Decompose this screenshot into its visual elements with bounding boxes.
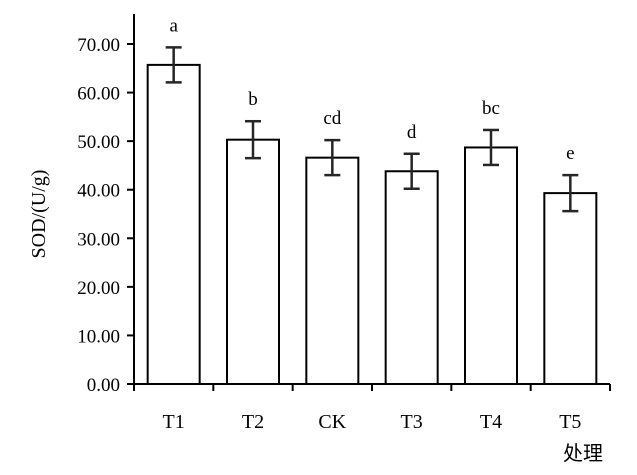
y-tick-label: 60.00 <box>77 84 120 105</box>
significance-label: d <box>407 122 417 143</box>
y-tick-label: 10.00 <box>77 326 120 347</box>
bar <box>226 138 280 385</box>
significance-label: bc <box>482 98 500 119</box>
x-axis-title: 处理 <box>563 442 603 465</box>
x-tick-label: T5 <box>559 411 581 433</box>
bars <box>146 63 598 385</box>
x-tick-label: T3 <box>401 411 423 433</box>
x-tick-label: T4 <box>480 411 502 433</box>
significance-label: a <box>169 15 178 36</box>
significance-label: cd <box>323 108 341 129</box>
y-tick-label: 70.00 <box>77 35 120 56</box>
y-tick-label: 0.00 <box>87 375 120 396</box>
significance-label: b <box>248 89 258 110</box>
y-axis-title: SOD/(U/g) <box>28 170 50 259</box>
y-tick-label: 50.00 <box>77 132 120 153</box>
bar <box>384 170 439 385</box>
x-tick-label: T2 <box>242 411 264 433</box>
labels: 0.00 10.00 20.00 30.00 40.00 50.00 60.00 70.00 a… <box>77 15 581 433</box>
x-tick-label: T1 <box>163 411 185 433</box>
bar <box>146 63 201 385</box>
bar <box>543 192 598 385</box>
bar <box>464 146 518 385</box>
significance-label: e <box>566 143 574 164</box>
error-bars <box>165 46 579 213</box>
y-tick-label: 20.00 <box>77 278 120 299</box>
y-tick-label: 30.00 <box>77 229 120 250</box>
x-tick-label: CK <box>318 411 346 433</box>
bar <box>305 156 360 385</box>
y-tick-label: 40.00 <box>77 181 120 202</box>
axes <box>127 14 611 391</box>
